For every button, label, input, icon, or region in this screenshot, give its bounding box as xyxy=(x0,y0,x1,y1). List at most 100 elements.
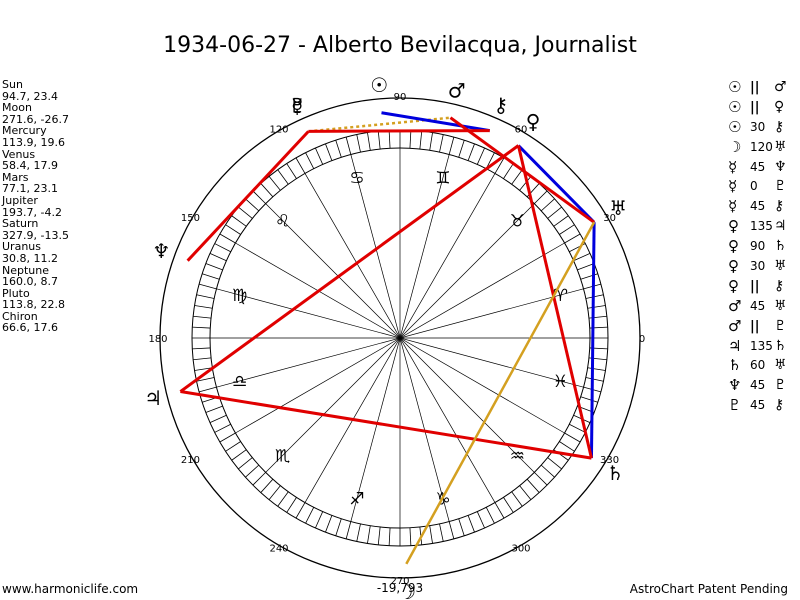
degree-tick xyxy=(192,347,211,350)
position-planet-coords: 94.7, 23.4 xyxy=(2,89,58,103)
aspect-row: ♂ 45 ♅ xyxy=(728,297,787,317)
planet-glyph-moon: ☽ xyxy=(398,580,416,600)
position-planet-name: Jupiter xyxy=(2,193,38,207)
position-planet-coords: 77.1, 23.1 xyxy=(2,182,58,196)
degree-tick xyxy=(388,527,391,546)
aspect-row: ♇ 45 ⚷ xyxy=(728,396,787,416)
degree-tick xyxy=(377,526,381,545)
degree-tick xyxy=(335,518,342,536)
degree-tick xyxy=(286,497,297,513)
aspect-planet-2-glyph: ⚷ xyxy=(774,198,785,215)
degree-label: 60 xyxy=(515,124,528,135)
degree-tick xyxy=(277,169,289,185)
degree-tick xyxy=(198,386,217,393)
zodiac-sign-glyph: ♍ xyxy=(232,286,247,306)
zodiac-sign-glyph: ♉ xyxy=(510,212,525,232)
degree-tick xyxy=(580,396,598,403)
position-planet-name: Pluto xyxy=(2,286,30,300)
degree-tick xyxy=(238,457,253,470)
degree-tick xyxy=(467,143,475,161)
position-planet-name: Neptune xyxy=(2,263,50,277)
aspect-line xyxy=(308,129,490,133)
aspect-planet-1-glyph: ♀ xyxy=(728,257,739,276)
position-planet-coords: 30.8, 11.2 xyxy=(2,251,58,265)
outer-ring xyxy=(159,97,641,579)
planet-glyph-neptune: ♆ xyxy=(152,239,170,263)
position-planet-coords: 113.9, 19.6 xyxy=(2,135,65,149)
aspect-value: 45 xyxy=(750,159,766,174)
degree-tick xyxy=(458,140,465,158)
degree-tick xyxy=(503,497,514,513)
degree-tick xyxy=(458,518,465,536)
degree-label: 180 xyxy=(148,334,167,345)
aspect-value: 30 xyxy=(750,119,766,134)
degree-tick xyxy=(193,357,212,361)
degree-tick xyxy=(547,206,562,219)
degree-tick xyxy=(260,183,274,198)
aspect-planet-2-glyph: ♅ xyxy=(774,297,787,314)
degree-tick xyxy=(577,263,595,271)
aspect-line xyxy=(381,111,490,133)
degree-tick xyxy=(526,478,540,493)
aspect-row: ☉ || ♀ xyxy=(728,98,787,118)
position-planet-coords: 113.8, 22.8 xyxy=(2,298,65,312)
degree-tick xyxy=(205,263,223,271)
degree-tick xyxy=(485,152,495,169)
planet-glyph-venus: ♀ xyxy=(526,110,541,134)
aspect-row: ♀ 90 ♄ xyxy=(728,237,787,257)
aspect-row: ☿ 45 ♆ xyxy=(728,158,787,178)
degree-tick xyxy=(252,472,266,486)
degree-tick xyxy=(585,377,604,382)
aspect-planet-2-glyph: ♇ xyxy=(774,317,787,334)
footer-website: www.harmoniclife.com xyxy=(2,582,139,596)
degree-tick xyxy=(295,157,306,174)
aspect-line xyxy=(405,221,596,565)
degree-tick xyxy=(448,136,455,155)
degree-tick xyxy=(356,523,361,542)
aspect-planet-2-glyph: ♃ xyxy=(774,218,787,235)
degree-tick xyxy=(196,294,215,299)
aspect-value: 45 xyxy=(750,398,766,413)
degree-tick xyxy=(540,464,555,478)
aspect-line xyxy=(516,145,593,459)
aspect-planet-1-glyph: ☿ xyxy=(728,157,738,176)
degree-tick xyxy=(569,423,586,433)
aspect-planet-1-glyph: ♀ xyxy=(728,217,739,236)
degree-label: 270 xyxy=(390,576,409,587)
degree-tick xyxy=(476,147,485,165)
degree-label: 330 xyxy=(600,455,619,466)
degree-tick xyxy=(238,206,253,219)
aspect-value: 0 xyxy=(750,179,758,194)
aspect-value: 45 xyxy=(750,378,766,393)
degree-tick xyxy=(196,377,215,382)
aspect-line xyxy=(180,390,592,460)
aspect-planet-2-glyph: ⚷ xyxy=(774,397,785,414)
aspect-line xyxy=(179,144,520,393)
degree-tick xyxy=(519,176,532,191)
degree-label: 300 xyxy=(511,544,530,555)
degree-tick xyxy=(573,253,591,262)
aspect-planet-1-glyph: ♇ xyxy=(728,396,742,415)
degree-tick xyxy=(315,511,324,529)
degree-tick xyxy=(494,502,505,519)
aspect-row: ☿ 45 ⚷ xyxy=(728,197,787,217)
aspect-planet-1-glyph: ☿ xyxy=(728,177,738,196)
aspect-value: 135 xyxy=(750,219,773,234)
planet-glyph-chiron: ⚷ xyxy=(494,93,509,117)
degree-tick xyxy=(439,134,444,153)
aspect-value: || xyxy=(750,278,760,294)
degree-tick xyxy=(511,491,523,507)
degree-tick xyxy=(202,273,220,280)
degree-tick xyxy=(335,140,342,158)
position-planet-name: Sun xyxy=(2,78,23,91)
degree-tick xyxy=(511,169,523,185)
degree-tick xyxy=(377,131,381,150)
degree-tick xyxy=(245,198,260,212)
bottom-readout: -19,793 xyxy=(377,581,423,595)
degree-tick xyxy=(534,472,548,486)
aspect-row: ♀ 135 ♃ xyxy=(728,217,787,237)
degree-tick xyxy=(419,131,423,150)
degree-tick xyxy=(564,432,581,443)
zodiac-sign-glyph: ♐ xyxy=(349,489,364,509)
aspect-planet-2-glyph: ♆ xyxy=(774,158,787,175)
